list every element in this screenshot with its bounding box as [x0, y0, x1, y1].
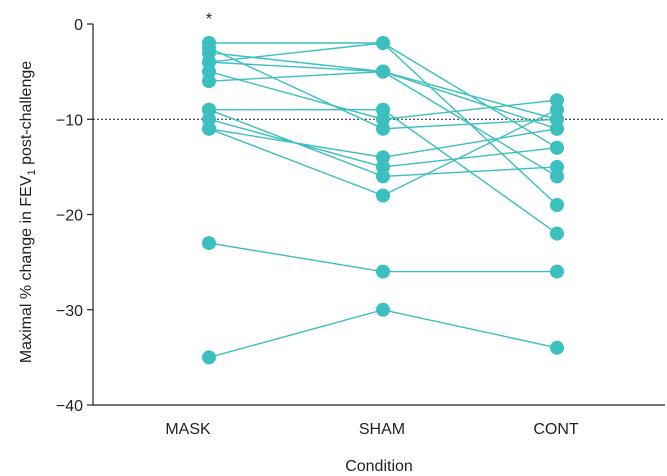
subject-point: [376, 64, 390, 79]
subject-point: [202, 40, 216, 55]
x-category-label: CONT: [533, 421, 579, 438]
subject-point: [202, 74, 216, 89]
subject-point: [550, 102, 564, 117]
subject-point: [376, 150, 390, 165]
series-points: [202, 36, 564, 365]
subject-point: [550, 140, 564, 155]
subject-point: [202, 350, 216, 365]
subject-point: [376, 121, 390, 136]
x-category-label: SHAM: [359, 421, 405, 438]
y-tick-label: −30: [56, 303, 83, 320]
y-tick-label: −20: [56, 208, 83, 225]
subject-point: [376, 102, 390, 117]
subject-point: [550, 198, 564, 212]
y-tick-label: 0: [74, 17, 83, 34]
subject-point: [376, 188, 390, 203]
y-axis-title-subscript: 1: [26, 169, 38, 175]
x-category-label: MASK: [165, 421, 211, 438]
subject-point: [376, 264, 390, 279]
subject-point: [202, 102, 216, 117]
subject-point: [550, 169, 564, 184]
y-tick-label: −40: [56, 398, 83, 415]
significance-asterisk: *: [206, 11, 212, 28]
subject-point: [202, 236, 216, 251]
y-tick-label: −10: [56, 112, 83, 129]
axes: [92, 24, 665, 406]
y-axis-title-main: Maximal % change in FEV: [18, 175, 35, 363]
subject-point: [376, 302, 390, 317]
subject-point: [202, 55, 216, 70]
y-axis-title: Maximal % change in FEV1 post-challenge: [18, 61, 38, 363]
subject-point: [550, 121, 564, 136]
y-ticks: 0 −10 −20 −30 −40: [56, 17, 93, 415]
subject-point: [550, 340, 564, 355]
subject-point: [376, 36, 390, 50]
subject-point: [376, 169, 390, 184]
subject-point: [550, 264, 564, 279]
x-axis-title: Condition: [345, 458, 413, 475]
subject-point: [550, 226, 564, 241]
y-axis-title-tail: post-challenge: [18, 61, 35, 170]
subject-line: [208, 309, 558, 359]
subject-point: [202, 121, 216, 136]
